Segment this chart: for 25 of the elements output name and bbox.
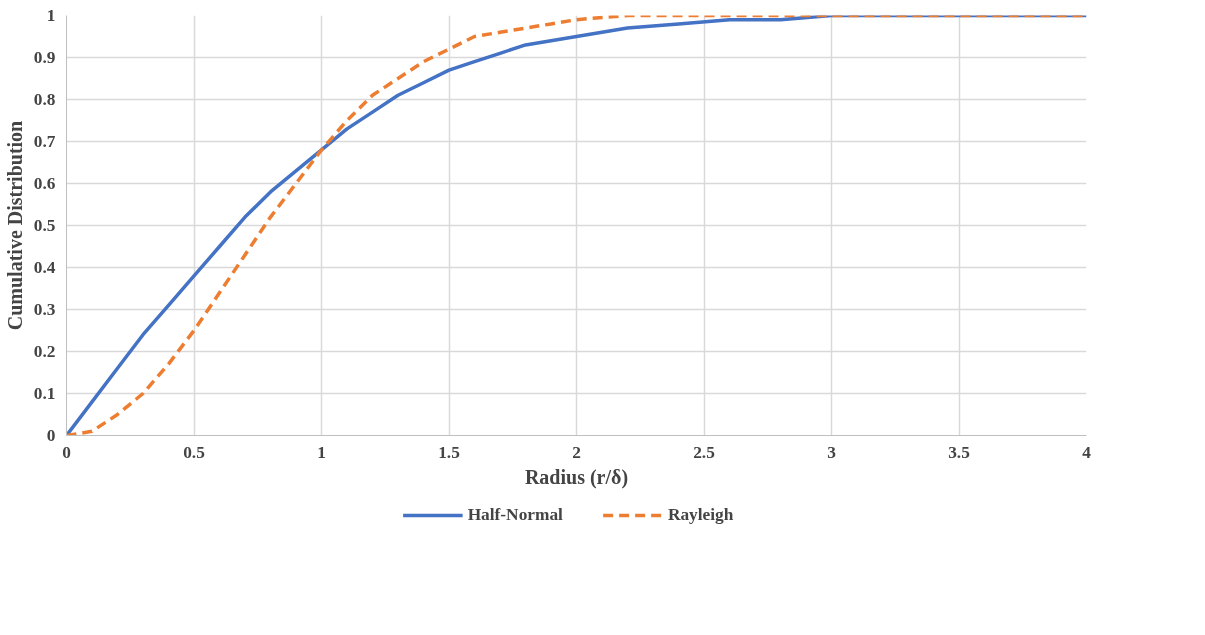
legend-label: Half-Normal xyxy=(467,505,563,525)
y-tick-label: 0 xyxy=(46,426,56,445)
x-tick-label: 1.5 xyxy=(438,442,461,462)
y-tick-label: 0.9 xyxy=(33,48,56,67)
y-tick-label: 0.7 xyxy=(33,132,56,151)
y-tick-label: 0.3 xyxy=(33,300,56,319)
legend-label: Rayleigh xyxy=(667,505,734,525)
x-tick-label: 1 xyxy=(317,442,326,462)
x-tick-label: 4 xyxy=(1082,442,1092,462)
y-tick-label: 0.2 xyxy=(33,342,56,361)
x-tick-label: 3.5 xyxy=(948,442,971,462)
line-series xyxy=(66,15,1087,436)
y-axis-title: Cumulative Distribution xyxy=(3,120,26,331)
x-tick-label: 3 xyxy=(827,442,837,462)
x-axis-title: Radius (r/δ) xyxy=(524,465,629,489)
x-tick-label: 2 xyxy=(572,442,581,462)
x-tick-label: 0 xyxy=(62,442,71,462)
y-tick-label: 0.1 xyxy=(33,384,56,403)
x-tick-label: 2.5 xyxy=(693,442,716,462)
y-tick-label: 0.4 xyxy=(33,258,56,277)
y-tick-label: 0.5 xyxy=(33,216,56,235)
x-tick-label: 0.5 xyxy=(183,442,206,462)
y-tick-label: 0.8 xyxy=(33,90,56,109)
y-tick-label: 0.6 xyxy=(33,174,56,193)
y-tick-label: 1 xyxy=(46,6,56,25)
